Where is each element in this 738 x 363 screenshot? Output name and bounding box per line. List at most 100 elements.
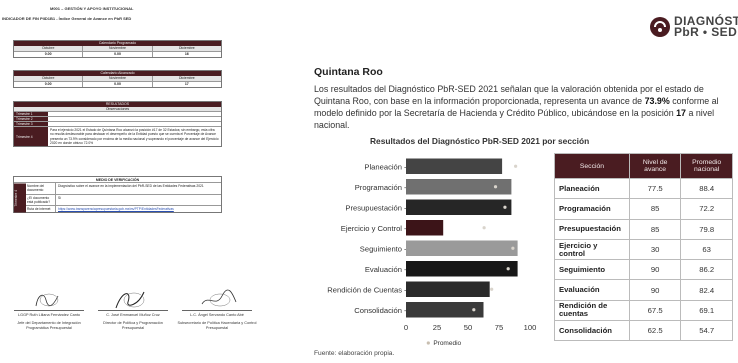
bar	[406, 199, 512, 215]
nivel-cell: 62.5	[628, 320, 682, 342]
category-tick: -	[404, 265, 407, 274]
promedio-cell: 88.4	[680, 177, 733, 200]
category-tick: -	[404, 244, 407, 253]
value-cell: 17	[184, 82, 189, 86]
trimestre-text: Para el ejercicio 2021 el Estado de Quin…	[50, 128, 219, 145]
table-row: Evaluación 90 82.4	[554, 279, 733, 301]
promedio-cell: 86.2	[680, 259, 733, 281]
section-name-cell: Seguimiento	[554, 259, 630, 281]
value-cell: 0.00	[14, 52, 84, 57]
nivel-cell: 90	[628, 259, 682, 281]
verificacion-table: MEDIO DE VERIFICACIÓN Trimestre 4 Nombre…	[13, 176, 222, 214]
average-marker	[490, 287, 494, 291]
signer-role: Jefe del Departamento de Integración Pro…	[17, 321, 81, 330]
table-row: Planeación 77.5 88.4	[554, 177, 733, 200]
legend-marker	[426, 341, 430, 345]
header-nivel: Nivel de avance	[628, 153, 682, 179]
left-page: M001 – GESTIÓN Y APOYO INSTITUCIONAL IND…	[0, 0, 286, 363]
x-tick-label: 75	[495, 323, 503, 332]
signer: LGGP Ruth Liliana Fernández Canto Jefe d…	[8, 288, 90, 331]
logo-text: DIAGNÓSTICO PbR • SED	[674, 15, 738, 38]
signature-mark	[92, 288, 174, 310]
x-tick-label: 0	[404, 323, 408, 332]
bar	[406, 240, 518, 256]
nivel-cell: 85	[628, 218, 682, 240]
verificacion-title: MEDIO DE VERIFICACIÓN	[14, 177, 221, 183]
month-cell: Octubre	[14, 46, 84, 51]
signer-name: L.C. Ángel Servando Canto Abé	[182, 310, 252, 317]
trimestre-row: Trimestre 4 Para el ejercicio 2021 el Es…	[14, 127, 221, 147]
results-body: Planeación 77.5 88.4 Programación 85 72.2 Pres…	[554, 177, 733, 342]
value-cell: 0.00	[83, 52, 153, 57]
verificacion-link[interactable]: https://www.transparenciapresupuestaria.…	[58, 207, 174, 212]
alcanzado-table: Calendario Alcanzado Octubre Noviembre D…	[13, 70, 222, 88]
signer-name: C. José Emmanuel Muñoz Cruz	[98, 310, 168, 317]
trimestre-row: Trimestre 3	[14, 122, 221, 127]
verificacion-row: ¿El documento está publicado? Sí	[26, 194, 221, 207]
category-tick: -	[404, 224, 407, 233]
nivel-cell: 85	[628, 198, 682, 220]
alcanzado-months: Octubre Noviembre Diciembre	[14, 76, 221, 82]
resultados-table: RESULTADOS Observaciones Trimestre 1 Tri…	[13, 101, 222, 148]
category-tick: -	[404, 162, 407, 171]
trimestre-label: Trimestre 2	[14, 117, 48, 121]
table-row: Programación 85 72.2	[554, 198, 733, 220]
para-part: a nivel nacional.	[314, 108, 715, 130]
x-tick-label: 25	[433, 323, 441, 332]
indicator-title: INDICADOR DE FIN PIID1B1 - Índice Genera…	[2, 16, 132, 21]
verificacion-value: Sí	[58, 195, 62, 200]
category-tick: -	[404, 203, 407, 212]
nivel-cell: 77.5	[628, 177, 682, 200]
category-label: Seguimiento	[360, 244, 402, 253]
table-row: Seguimiento 90 86.2	[554, 259, 733, 281]
results-table: Sección Nivel de avance Promedio naciona…	[554, 153, 733, 342]
average-marker	[493, 185, 498, 189]
state-title: Quintana Roo	[314, 66, 383, 78]
category-label: Evaluación	[365, 265, 402, 274]
table-row: Rendición de cuentas 67.5 69.1	[554, 299, 733, 322]
promedio-cell: 82.4	[680, 279, 733, 301]
bar	[406, 302, 484, 318]
average-marker	[482, 226, 486, 230]
month-cell: Noviembre	[83, 46, 153, 51]
value-cell: 0.00	[14, 82, 84, 87]
average-marker	[503, 205, 507, 209]
section-name-cell: Programación	[554, 198, 630, 220]
value-cell: 16	[184, 52, 189, 56]
bar	[406, 220, 444, 236]
average-marker	[472, 308, 476, 312]
average-marker	[514, 164, 518, 168]
average-marker	[511, 246, 515, 250]
trimestre-label: Trimestre 1	[14, 112, 48, 116]
header-seccion: Sección	[554, 153, 630, 179]
bar	[406, 158, 503, 174]
section-name-cell: Evaluación	[554, 279, 630, 301]
signer-name: LGGP Ruth Liliana Fernández Canto	[14, 310, 84, 317]
category-label: Consolidación	[354, 306, 402, 315]
category-label: Programación	[355, 183, 402, 192]
category-label: Ejercicio y Control	[341, 224, 403, 233]
signer: L.C. Ángel Servando Canto Abé Subsecreta…	[176, 288, 258, 331]
alcanzado-band: Calendario Alcanzado	[14, 71, 221, 76]
trimestre-label: Trimestre 3	[14, 122, 48, 126]
signature-mark	[8, 288, 90, 310]
promedio-cell: 72.2	[680, 198, 733, 220]
verificacion-row: Nombre del documento Diagnóstico sobre e…	[26, 183, 221, 195]
signer: C. José Emmanuel Muñoz Cruz Director de …	[92, 288, 174, 331]
trimestre-text	[48, 117, 221, 121]
bar	[406, 179, 512, 195]
bar	[406, 281, 490, 297]
average-marker	[506, 267, 510, 271]
section-name-cell: Ejercicio y control	[554, 238, 630, 261]
para-part: Los resultados del Diagnóstico PbR-SED 2…	[314, 84, 704, 106]
month-cell: Noviembre	[83, 76, 153, 81]
category-tick: -	[404, 306, 407, 315]
bar	[406, 261, 518, 277]
trimestre-row: Trimestre 2	[14, 117, 221, 122]
promedio-cell: 54.7	[680, 320, 733, 342]
verificacion-key: Ruta de internet	[26, 206, 56, 213]
signer-role: Subsecretario de Política Hacendaria y C…	[177, 321, 257, 330]
table-row: Ejercicio y control 30 63	[554, 238, 733, 261]
x-tick-label: 50	[464, 323, 472, 332]
summary-paragraph: Los resultados del Diagnóstico PbR-SED 2…	[314, 83, 738, 131]
